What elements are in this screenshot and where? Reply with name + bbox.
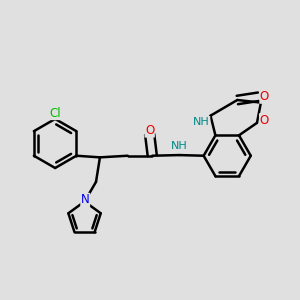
Text: NH: NH — [193, 117, 210, 127]
Text: NH: NH — [171, 141, 188, 151]
Text: O: O — [260, 90, 269, 103]
Text: O: O — [145, 124, 154, 137]
Text: Cl: Cl — [49, 106, 61, 119]
Text: O: O — [260, 114, 269, 127]
Text: N: N — [81, 194, 90, 206]
